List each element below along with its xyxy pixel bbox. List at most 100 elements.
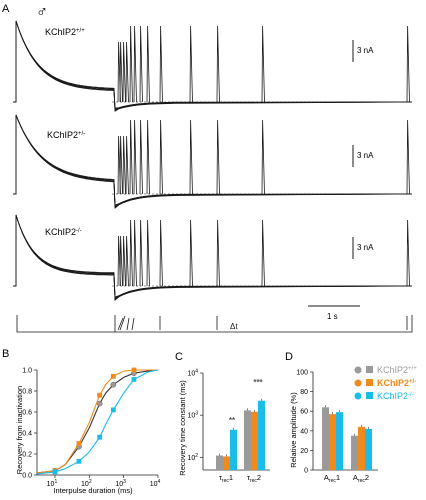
- trace-group-wt: KChIP2+/+ 3 nA: [13, 20, 413, 112]
- legend-label-ko: KChIP2-/-: [377, 391, 414, 401]
- voltage-protocol: Δt: [16, 315, 413, 333]
- data-point: [96, 400, 103, 407]
- test-pulse-spike: [159, 219, 163, 287]
- test-pulse-spike: [129, 119, 133, 195]
- data-point: [131, 377, 137, 382]
- test-pulse-spike: [261, 25, 265, 103]
- test-pulse-spike: [216, 119, 220, 195]
- legend-item-het: KChIP2+/-: [354, 378, 416, 388]
- panel-b-axes: 0.0 0.2 0.4 0.6 0.8 1.0 101 102 103 104: [22, 368, 160, 489]
- legend-marker-square: [366, 379, 373, 386]
- current-trace-het: [13, 114, 413, 210]
- current-scale-bar-ko: 3 nA: [352, 237, 374, 259]
- y-tick-label: 102: [187, 453, 198, 462]
- legend-marker-square: [366, 366, 373, 373]
- bar: [351, 435, 358, 470]
- panel-b-curves: [36, 367, 159, 475]
- bar: [336, 412, 343, 470]
- time-scale-label: 1 s: [327, 312, 338, 321]
- legend-item-ko: KChIP2-/-: [354, 391, 414, 401]
- x-tick-label: 102: [81, 479, 92, 488]
- x-tick-label: 101: [47, 479, 58, 488]
- current-sweep: [13, 114, 413, 208]
- current-sweep: [13, 114, 413, 207]
- y-tick-label: 103: [187, 411, 198, 420]
- protocol-delta-t-label: Δt: [230, 322, 238, 331]
- current-trace-wt: [13, 20, 413, 112]
- y-tick-label: 104: [187, 369, 198, 378]
- current-sweep: [13, 114, 413, 206]
- y-tick-label: 0.0: [22, 473, 32, 480]
- legend-label-wt: KChIP2+/+: [377, 365, 417, 375]
- data-point: [76, 441, 82, 446]
- current-sweep: [13, 214, 413, 302]
- bar: [329, 414, 336, 470]
- test-pulse-spike: [122, 235, 126, 287]
- data-point: [52, 469, 58, 475]
- test-pulse-spike: [119, 41, 123, 103]
- test-pulse-spike: [119, 135, 123, 195]
- bar: [365, 428, 372, 470]
- data-point: [110, 407, 116, 413]
- test-pulse-spike: [122, 41, 126, 103]
- legend-marker-square: [366, 392, 373, 399]
- test-pulse-spike: [139, 119, 143, 195]
- data-point: [131, 367, 137, 373]
- y-tick-label: 0.6: [22, 410, 32, 417]
- panel-c-significance-2: ***: [253, 378, 263, 387]
- trace-group-het: KChIP2+/- 3 nA: [13, 114, 413, 210]
- test-pulse-spike: [159, 119, 163, 195]
- legend-marker-circle: [354, 392, 362, 400]
- current-sweep: [13, 114, 413, 210]
- test-pulse-spike: [119, 235, 123, 287]
- current-scale-label: 3 nA: [357, 46, 374, 55]
- panel-d: D Relative amplitude (%) 0 20 40 60 80 100 Are…: [285, 351, 417, 484]
- test-pulse-spike: [406, 25, 410, 103]
- panel-c-y-axis-label: Recovery time constant (ms): [178, 380, 187, 476]
- panel-c-axes: 102 103 104 τrec1 τrec2: [187, 369, 270, 484]
- time-scale-bar: 1 s: [308, 305, 360, 321]
- current-sweep: [13, 20, 413, 112]
- bar: [216, 455, 223, 470]
- panel-d-label: D: [285, 351, 293, 363]
- panel-d-axes: 0 20 40 60 80 100 Arec1 Arec2: [296, 370, 378, 484]
- data-point: [97, 392, 103, 398]
- y-tick-label: 1.0: [22, 368, 32, 375]
- panel-b-x-axis-label: Interpulse duration (ms): [53, 486, 133, 495]
- test-pulse-spike: [146, 219, 150, 287]
- x-category-label: Arec2: [353, 473, 369, 484]
- y-tick-label: 100: [296, 370, 308, 377]
- panel-b: B Recovery from inactivation Interpulse …: [2, 348, 161, 495]
- y-tick-label: 40: [300, 428, 308, 435]
- panel-d-legend: KChIP2+/+ KChIP2+/- KChIP2-/-: [354, 365, 417, 401]
- data-point: [110, 373, 116, 379]
- bar: [322, 407, 329, 470]
- trace-group-ko: KChIP2-/- 3 nA: [13, 214, 413, 302]
- x-category-label: τrec2: [247, 473, 261, 484]
- panel-c: C Recovery time constant (ms) 102 103 104 τ…: [175, 351, 270, 484]
- data-point: [76, 458, 82, 464]
- test-pulse-spike: [139, 25, 143, 103]
- current-trace-ko: [13, 214, 413, 302]
- current-sweep: [13, 114, 413, 209]
- panel-b-y-axis-label: Recovery from inactivation: [15, 386, 24, 474]
- y-tick-label: 20: [300, 448, 308, 455]
- y-tick-label: 60: [300, 409, 308, 416]
- legend-label-het: KChIP2+/-: [377, 378, 416, 388]
- y-tick-label: 0.8: [22, 389, 32, 396]
- test-pulse-spike: [159, 25, 163, 103]
- recovery-curve: [36, 369, 159, 475]
- bar: [251, 411, 258, 470]
- test-pulse-spike: [216, 25, 220, 103]
- panel-c-label: C: [175, 351, 183, 363]
- y-tick-label: 0.4: [22, 431, 32, 438]
- bar: [258, 400, 265, 470]
- panel-b-label: B: [2, 348, 9, 360]
- panel-a-label: A: [2, 3, 10, 15]
- y-tick-label: 0: [304, 468, 308, 475]
- test-pulse-spike: [261, 119, 265, 195]
- legend-marker-circle: [354, 366, 362, 374]
- bar: [223, 456, 230, 470]
- current-scale-label: 3 nA: [357, 151, 374, 160]
